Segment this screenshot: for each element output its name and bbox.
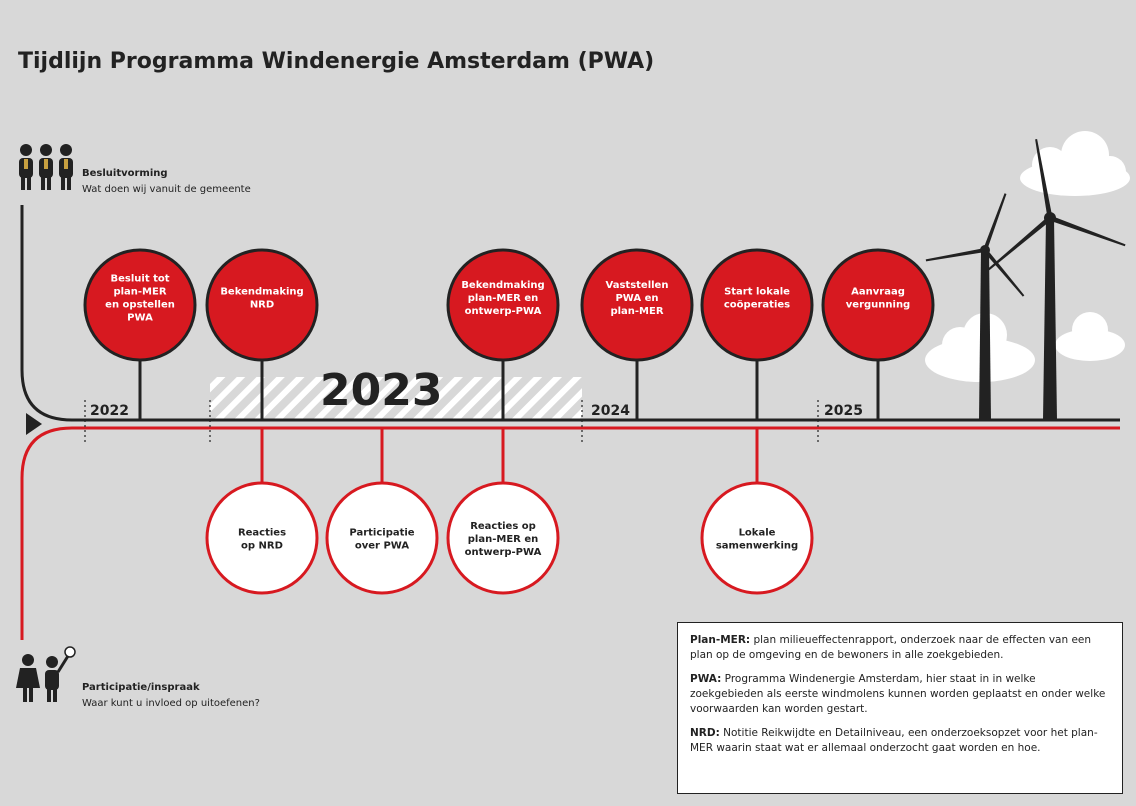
milestone-label: Vaststellen (606, 280, 669, 291)
milestone-label: plan-MER en (468, 293, 538, 304)
glossary-term: PWA: (690, 673, 721, 685)
track-label: Participatie/inspraak (82, 682, 200, 693)
milestone-label: Reacties (238, 528, 286, 539)
page: Tijdlijn Programma Windenergie Amsterdam… (0, 0, 1136, 806)
milestone-label: Besluit tot (110, 274, 169, 285)
participation-icon (16, 647, 75, 702)
milestone-label: coöperaties (724, 300, 790, 311)
participation-line (22, 428, 1120, 640)
glossary-text: Programma Windenergie Amsterdam, hier st… (690, 673, 1105, 715)
glossary-text: Notitie Reikwijdte en Detailniveau, een … (690, 727, 1098, 754)
year-label: 2025 (824, 403, 863, 419)
milestone-circle (582, 250, 692, 360)
milestone-label: PWA en (615, 293, 658, 304)
milestone-label: plan-MER (610, 306, 663, 317)
arrow-marker (26, 413, 42, 435)
year-label: 2022 (90, 403, 129, 419)
glossary-entry: Plan-MER: plan milieueffectenrapport, on… (690, 633, 1110, 663)
milestone-label: Lokale (739, 528, 776, 539)
milestone-label: Bekendmaking (220, 287, 303, 298)
scenery (925, 131, 1130, 420)
milestone-label: plan-MER en (468, 534, 538, 545)
milestone-label: NRD (250, 300, 274, 311)
milestone-label: ontwerp-PWA (465, 306, 542, 317)
milestone-label: op NRD (241, 541, 283, 552)
glossary: Plan-MER: plan milieueffectenrapport, on… (677, 622, 1123, 794)
milestone-label: vergunning (846, 300, 910, 311)
milestone-label: over PWA (355, 541, 409, 552)
glossary-entry: NRD: Notitie Reikwijdte en Detailniveau,… (690, 726, 1110, 756)
milestone-label: Participatie (349, 528, 414, 539)
track-subtitle: Wat doen wij vanuit de gemeente (82, 184, 251, 195)
decision-icon (19, 144, 73, 190)
glossary-text: plan milieueffectenrapport, onderzoek na… (690, 634, 1091, 661)
glossary-entry: PWA: Programma Windenergie Amsterdam, hi… (690, 672, 1110, 717)
milestone-label: plan-MER (113, 287, 166, 298)
milestone-label: samenwerking (716, 541, 798, 552)
year-label: 2024 (591, 403, 630, 419)
milestone-label: Aanvraag (851, 287, 905, 298)
track-label: Besluitvorming (82, 168, 168, 179)
milestone-label: Reacties op (470, 521, 536, 532)
title: Tijdlijn Programma Windenergie Amsterdam… (18, 49, 654, 74)
track-subtitle: Waar kunt u invloed op uitoefenen? (82, 698, 260, 709)
glossary-term: NRD: (690, 727, 720, 739)
milestone-label: PWA (127, 313, 153, 324)
year-label: 2023 (320, 365, 442, 416)
milestone-label: en opstellen (105, 300, 175, 311)
milestone-circle (448, 250, 558, 360)
milestone-label: ontwerp-PWA (465, 547, 542, 558)
glossary-term: Plan-MER: (690, 634, 750, 646)
milestone-label: Start lokale (724, 287, 790, 298)
milestone-label: Bekendmaking (461, 280, 544, 291)
